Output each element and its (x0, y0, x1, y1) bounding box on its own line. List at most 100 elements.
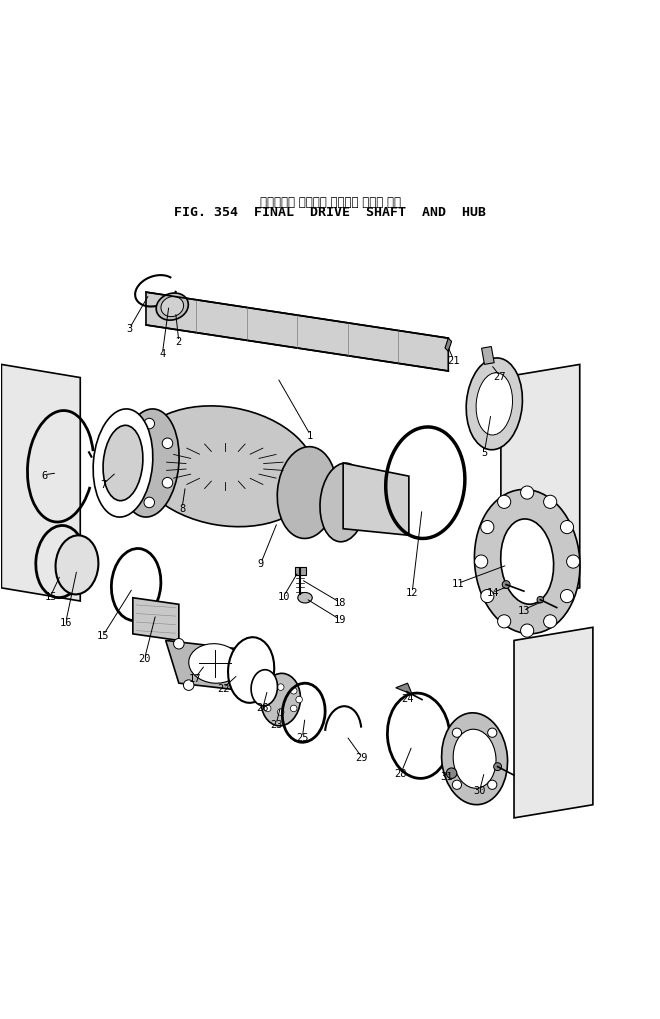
Circle shape (566, 555, 579, 569)
Circle shape (537, 597, 544, 603)
Text: 11: 11 (452, 579, 465, 589)
Circle shape (498, 496, 511, 508)
Text: 25: 25 (296, 733, 309, 742)
Ellipse shape (93, 410, 153, 518)
Text: 21: 21 (447, 356, 460, 366)
Text: 18: 18 (333, 598, 346, 607)
Ellipse shape (466, 359, 523, 450)
Text: 12: 12 (406, 588, 418, 598)
Circle shape (475, 555, 488, 569)
Circle shape (162, 438, 173, 449)
Text: 8: 8 (179, 503, 185, 514)
Text: 29: 29 (355, 752, 368, 762)
Circle shape (544, 615, 557, 629)
Circle shape (488, 729, 497, 738)
Text: 15: 15 (97, 631, 110, 641)
Ellipse shape (119, 410, 179, 518)
Text: 4: 4 (159, 348, 166, 359)
Ellipse shape (277, 447, 337, 539)
Circle shape (183, 681, 194, 691)
Ellipse shape (298, 593, 312, 603)
Circle shape (494, 763, 502, 770)
Ellipse shape (320, 464, 366, 542)
Circle shape (521, 486, 534, 499)
Ellipse shape (475, 490, 580, 634)
Circle shape (144, 419, 154, 429)
Circle shape (265, 688, 271, 694)
Circle shape (498, 615, 511, 629)
Text: 27: 27 (493, 371, 506, 381)
Text: ファイナル ドライブ シャフト および ハブ: ファイナル ドライブ シャフト および ハブ (259, 196, 401, 209)
Circle shape (521, 625, 534, 638)
Ellipse shape (134, 407, 316, 527)
Text: 17: 17 (189, 674, 201, 683)
Ellipse shape (228, 638, 274, 703)
Circle shape (162, 478, 173, 488)
Circle shape (488, 781, 497, 790)
Text: FIG. 354  FINAL  DRIVE  SHAFT  AND  HUB: FIG. 354 FINAL DRIVE SHAFT AND HUB (174, 206, 486, 219)
Text: 6: 6 (41, 471, 48, 480)
Circle shape (290, 688, 297, 694)
Circle shape (259, 697, 265, 703)
Ellipse shape (476, 373, 513, 435)
Circle shape (560, 590, 574, 603)
Circle shape (126, 478, 137, 488)
Circle shape (243, 650, 253, 660)
Text: 23: 23 (270, 719, 282, 730)
Circle shape (502, 581, 510, 589)
Polygon shape (501, 365, 579, 601)
Text: 9: 9 (258, 558, 264, 569)
Circle shape (480, 521, 494, 534)
Text: 31: 31 (441, 771, 453, 782)
Circle shape (277, 684, 284, 691)
Ellipse shape (156, 293, 188, 321)
Text: 13: 13 (517, 605, 530, 614)
Bar (295, 568, 306, 575)
Circle shape (265, 705, 271, 712)
Text: 2: 2 (176, 337, 182, 347)
Text: 24: 24 (401, 693, 414, 703)
Circle shape (174, 639, 184, 649)
Polygon shape (343, 464, 409, 536)
Circle shape (560, 521, 574, 534)
Polygon shape (1, 365, 81, 601)
Text: 5: 5 (481, 447, 488, 458)
Circle shape (446, 768, 457, 779)
Text: 15: 15 (44, 591, 57, 601)
Text: 10: 10 (278, 591, 290, 601)
Text: 30: 30 (474, 785, 486, 795)
Polygon shape (133, 598, 179, 641)
Text: 19: 19 (333, 614, 346, 625)
Text: 26: 26 (257, 703, 269, 712)
Text: 16: 16 (59, 618, 72, 628)
Ellipse shape (55, 536, 98, 595)
Ellipse shape (189, 644, 242, 684)
Ellipse shape (442, 713, 508, 805)
Ellipse shape (261, 674, 300, 727)
Ellipse shape (453, 730, 496, 789)
Text: 28: 28 (395, 768, 407, 779)
Text: 3: 3 (127, 324, 133, 334)
Circle shape (296, 697, 302, 703)
Polygon shape (514, 628, 593, 818)
Circle shape (290, 705, 297, 712)
Bar (482, 347, 494, 365)
Circle shape (144, 497, 154, 508)
Circle shape (255, 690, 266, 700)
Ellipse shape (103, 426, 143, 501)
Polygon shape (445, 338, 451, 352)
Circle shape (480, 590, 494, 603)
Ellipse shape (501, 520, 554, 604)
Ellipse shape (161, 298, 183, 317)
Circle shape (452, 729, 461, 738)
Polygon shape (396, 684, 412, 695)
Circle shape (126, 438, 137, 449)
Text: 14: 14 (486, 588, 499, 598)
Circle shape (277, 709, 284, 715)
Ellipse shape (251, 671, 277, 706)
Polygon shape (146, 292, 448, 372)
Text: 22: 22 (217, 683, 230, 693)
Circle shape (544, 496, 557, 508)
Text: 20: 20 (139, 653, 151, 663)
Polygon shape (166, 641, 264, 693)
